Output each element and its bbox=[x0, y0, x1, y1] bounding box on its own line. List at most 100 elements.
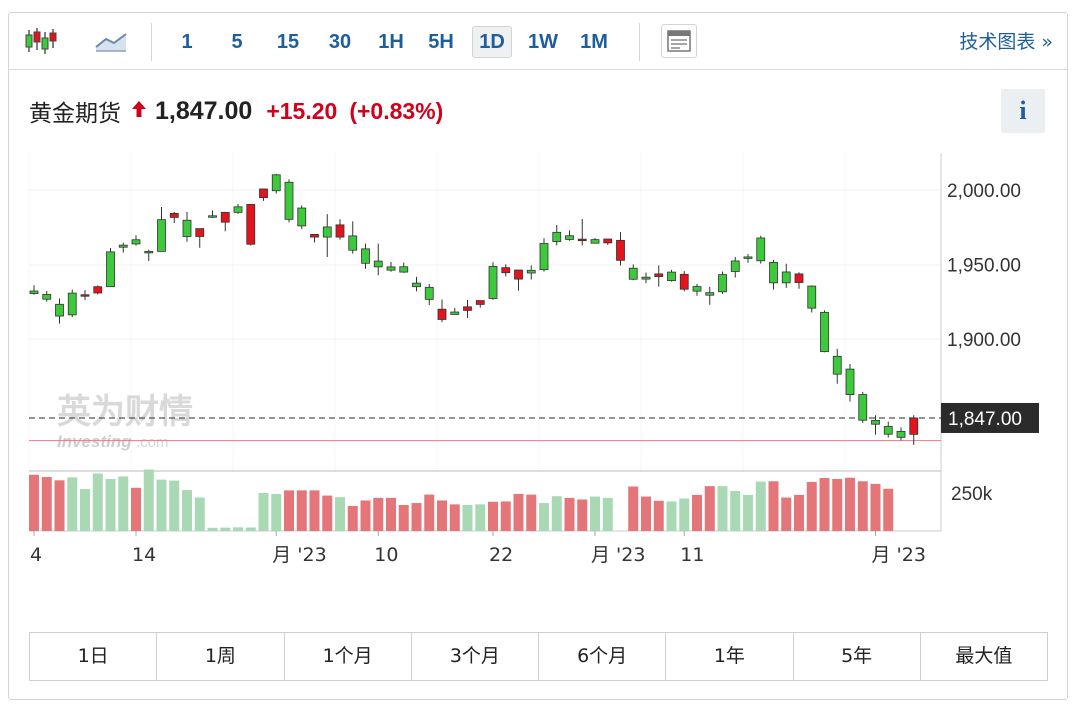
candle-up bbox=[80, 294, 90, 297]
area-line-icon[interactable] bbox=[93, 24, 129, 58]
last-price: 1,847.00 bbox=[155, 96, 253, 125]
volume-bar bbox=[845, 477, 855, 531]
x-tick-label: 月 '23 bbox=[591, 544, 645, 566]
candle-down bbox=[820, 311, 829, 353]
candle-down bbox=[424, 286, 434, 300]
volume-bar bbox=[488, 501, 498, 531]
candle-up bbox=[335, 224, 345, 238]
volume-bar bbox=[220, 527, 231, 531]
candle-up bbox=[603, 238, 613, 244]
volume-bar bbox=[245, 527, 256, 531]
watermark-en: Investing bbox=[57, 432, 132, 451]
candle-down bbox=[322, 226, 332, 238]
volume-bar bbox=[806, 481, 817, 531]
range-tab-1y[interactable]: 1年 bbox=[666, 633, 794, 680]
volume-bar bbox=[80, 489, 90, 531]
volume-bar bbox=[182, 490, 192, 531]
price-change-percent: (+0.83%) bbox=[349, 97, 444, 124]
candle-down bbox=[743, 256, 753, 259]
volume-bar bbox=[526, 494, 537, 531]
volume-bar bbox=[92, 473, 103, 531]
timeframe-1d[interactable]: 1D bbox=[472, 26, 512, 58]
volume-bar bbox=[131, 487, 141, 531]
range-tab-6m[interactable]: 6个月 bbox=[539, 633, 667, 680]
candle-up bbox=[310, 234, 319, 238]
candle-down bbox=[106, 251, 115, 288]
range-tab-1m[interactable]: 1个月 bbox=[285, 633, 412, 680]
watermark-com: .com bbox=[136, 434, 169, 451]
volume-bar bbox=[271, 493, 282, 531]
candle-up bbox=[909, 417, 919, 435]
timeframe-30[interactable]: 30 bbox=[328, 31, 352, 53]
candle-down bbox=[858, 394, 868, 421]
volume-bar bbox=[704, 486, 715, 531]
y-tick-label: 1,900.00 bbox=[947, 330, 1021, 351]
table-icon[interactable] bbox=[661, 24, 697, 58]
volume-bar bbox=[513, 493, 524, 531]
candle-up bbox=[220, 211, 230, 223]
candle-down bbox=[718, 274, 727, 293]
y-tick-label: 2,000.00 bbox=[947, 181, 1021, 202]
candle-down bbox=[118, 244, 128, 248]
volume-bar bbox=[41, 477, 52, 531]
volume-bar bbox=[628, 486, 639, 531]
volume-bar bbox=[335, 497, 345, 531]
volume-bar bbox=[781, 497, 792, 531]
volume-bar bbox=[794, 494, 804, 531]
range-tab-1d[interactable]: 1日 bbox=[30, 633, 158, 680]
candle-up bbox=[475, 300, 485, 305]
timeframe-5[interactable]: 5 bbox=[231, 31, 243, 53]
candle-up bbox=[463, 306, 472, 311]
volume-bar bbox=[169, 480, 180, 531]
volume-bar bbox=[373, 497, 384, 531]
volume-bar bbox=[156, 479, 167, 531]
candle-down bbox=[361, 248, 370, 264]
volume-bar bbox=[857, 481, 868, 531]
x-tick-label: 11 bbox=[680, 544, 704, 566]
x-tick-label: 10 bbox=[374, 544, 398, 566]
info-button[interactable]: i bbox=[1001, 89, 1045, 133]
candle-down bbox=[55, 303, 64, 317]
x-tick-label: 月 '23 bbox=[272, 544, 326, 566]
candle-down bbox=[271, 174, 281, 192]
candle-up bbox=[259, 188, 268, 198]
toolbar-divider bbox=[639, 23, 640, 61]
timeframe-1[interactable]: 1 bbox=[181, 31, 193, 53]
candle-down bbox=[692, 286, 702, 292]
x-tick-label: 22 bbox=[489, 544, 513, 566]
candle-down bbox=[157, 219, 166, 252]
candle-up bbox=[679, 273, 689, 290]
candlestick-icon[interactable] bbox=[23, 24, 59, 58]
candle-down bbox=[807, 285, 817, 309]
x-tick-label: 14 bbox=[132, 544, 156, 566]
timeframe-1w[interactable]: 1W bbox=[528, 31, 558, 53]
volume-tick-label: 250k bbox=[951, 484, 993, 505]
volume-bar bbox=[360, 500, 371, 531]
candle-down bbox=[590, 239, 600, 244]
candle-down bbox=[284, 181, 294, 220]
candle-down bbox=[386, 266, 396, 271]
instrument-name: 黄金期货 bbox=[29, 101, 121, 127]
timeframe-15[interactable]: 15 bbox=[276, 31, 300, 53]
candle-up bbox=[195, 228, 205, 237]
chart-widget: 1 5 15 30 1H 5H 1D 1W 1M 技术图表 » 黄金期货 1,8… bbox=[8, 12, 1068, 700]
range-tab-max[interactable]: 最大值 bbox=[955, 645, 1013, 667]
timeframe-1h[interactable]: 1H bbox=[378, 31, 404, 53]
volume-bar bbox=[386, 497, 396, 531]
candle-up bbox=[654, 273, 664, 277]
volume-bar bbox=[398, 505, 409, 531]
candle-down bbox=[131, 239, 141, 245]
last-price-badge-label: 1,847.00 bbox=[948, 409, 1022, 430]
candle-down bbox=[781, 271, 791, 284]
range-tab-3m[interactable]: 3个月 bbox=[412, 633, 539, 680]
range-tab-1w[interactable]: 1周 bbox=[157, 633, 285, 680]
range-tab-5y[interactable]: 5年 bbox=[794, 633, 921, 680]
x-tick-label: 月 '23 bbox=[872, 544, 926, 566]
volume-bar bbox=[194, 497, 205, 531]
timeframe-1m[interactable]: 1M bbox=[580, 31, 608, 53]
technical-chart-link[interactable]: 技术图表 » bbox=[959, 31, 1053, 53]
volume-bar bbox=[411, 503, 422, 531]
timeframe-5h[interactable]: 5H bbox=[428, 31, 454, 53]
volume-bar bbox=[717, 486, 728, 531]
